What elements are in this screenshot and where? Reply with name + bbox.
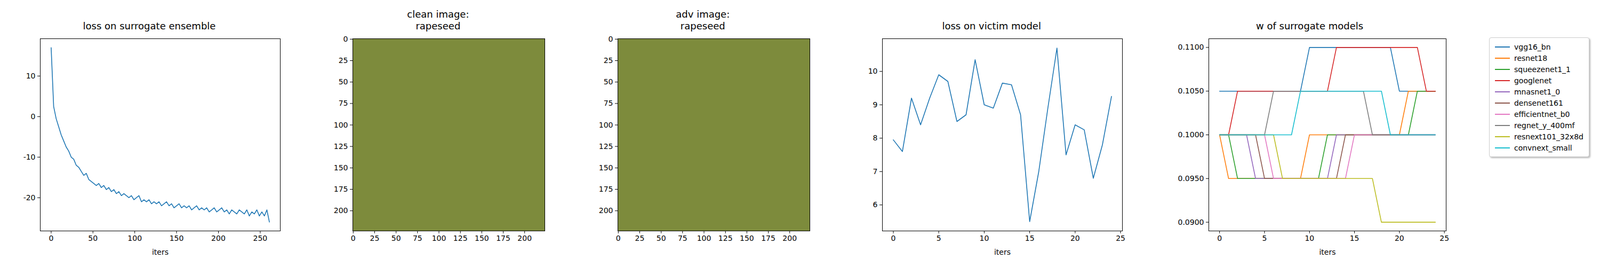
svg-text:5: 5 (936, 233, 942, 243)
html-text:clean image: rapeseed: clean image: rapeseed (407, 8, 470, 32)
svg-text:175: 175 (333, 184, 349, 194)
html-text:regnet_y_400mf: regnet_y_400mf (1514, 120, 1575, 130)
svg-text:0: 0 (30, 112, 36, 121)
svg-text:100: 100 (432, 233, 447, 243)
svg-text:75: 75 (338, 98, 349, 108)
html-text:resnext101_32x8d: resnext101_32x8d (1514, 132, 1584, 141)
svg-text:0.1100: 0.1100 (1177, 42, 1204, 52)
svg-text:75: 75 (412, 233, 423, 243)
svg-text:50: 50 (88, 233, 98, 243)
svg-text:-20: -20 (23, 193, 36, 202)
html-text:mnasnet1_0: mnasnet1_0 (1514, 87, 1561, 96)
svg-text:125: 125 (333, 141, 349, 151)
svg-text:0: 0 (350, 233, 356, 243)
svg-text:100: 100 (333, 120, 349, 129)
svg-text:0: 0 (1217, 233, 1222, 243)
svg-text:75: 75 (677, 233, 688, 243)
html-text:squeezenet1_1: squeezenet1_1 (1514, 64, 1571, 74)
html-text:loss on surrogate ensemble: loss on surrogate ensemble (82, 20, 216, 32)
svg-text:25: 25 (634, 233, 645, 243)
svg-text:125: 125 (453, 233, 468, 243)
html-text:googlenet: googlenet (1514, 76, 1552, 85)
svg-text:20: 20 (1070, 233, 1080, 243)
svg-text:200: 200 (782, 233, 797, 243)
svg-text:50: 50 (656, 233, 667, 243)
svg-text:7: 7 (873, 166, 878, 176)
svg-text:175: 175 (496, 233, 511, 243)
svg-text:0.0900: 0.0900 (1177, 217, 1204, 227)
svg-text:100: 100 (598, 120, 614, 129)
svg-text:iters: iters (152, 247, 169, 256)
html-text:adv image: rapeseed: adv image: rapeseed (675, 8, 730, 32)
svg-text:20: 20 (1394, 233, 1404, 243)
svg-text:0: 0 (343, 34, 349, 44)
svg-text:0.1050: 0.1050 (1177, 86, 1204, 95)
svg-text:iters: iters (1318, 247, 1336, 256)
svg-text:125: 125 (598, 141, 614, 151)
svg-text:25: 25 (1439, 233, 1450, 243)
svg-text:25: 25 (1115, 233, 1126, 243)
svg-text:200: 200 (598, 205, 614, 215)
svg-text:25: 25 (338, 56, 349, 65)
svg-text:10: 10 (1304, 233, 1315, 243)
svg-text:0: 0 (891, 233, 896, 243)
svg-text:250: 250 (253, 233, 268, 243)
html-text:loss on victim model: loss on victim model (942, 20, 1042, 32)
svg-text:10: 10 (868, 66, 878, 76)
svg-text:0: 0 (616, 233, 621, 243)
svg-text:0.1000: 0.1000 (1177, 130, 1204, 139)
svg-text:175: 175 (598, 184, 614, 194)
svg-text:0: 0 (48, 233, 54, 243)
svg-text:150: 150 (333, 163, 349, 172)
svg-text:50: 50 (603, 77, 613, 86)
svg-text:5: 5 (1261, 233, 1267, 243)
svg-text:9: 9 (873, 100, 878, 109)
svg-text:15: 15 (1025, 233, 1035, 243)
svg-text:50: 50 (338, 77, 349, 86)
svg-text:200: 200 (211, 233, 226, 243)
svg-text:25: 25 (370, 233, 380, 243)
svg-text:iters: iters (994, 247, 1011, 256)
svg-text:150: 150 (598, 163, 614, 172)
svg-text:100: 100 (696, 233, 711, 243)
svg-text:-10: -10 (23, 152, 36, 162)
svg-text:175: 175 (761, 233, 776, 243)
html-text:vgg16_bn: vgg16_bn (1514, 42, 1551, 51)
svg-text:50: 50 (391, 233, 402, 243)
svg-text:6: 6 (873, 200, 878, 209)
svg-text:8: 8 (873, 133, 878, 142)
svg-text:200: 200 (517, 233, 533, 243)
svg-text:10: 10 (26, 71, 36, 80)
svg-text:125: 125 (718, 233, 733, 243)
svg-text:100: 100 (127, 233, 142, 243)
svg-text:150: 150 (739, 233, 755, 243)
svg-text:150: 150 (474, 233, 490, 243)
svg-text:200: 200 (333, 205, 349, 215)
html-text:convnext_small: convnext_small (1514, 143, 1573, 152)
html-text:w of surrogate models: w of surrogate models (1256, 20, 1364, 32)
svg-text:10: 10 (979, 233, 990, 243)
svg-text:75: 75 (603, 98, 613, 108)
svg-text:0: 0 (608, 34, 613, 44)
html-text:resnet18: resnet18 (1514, 53, 1548, 63)
svg-text:25: 25 (603, 56, 613, 65)
svg-text:150: 150 (169, 233, 184, 243)
svg-text:0.0950: 0.0950 (1177, 173, 1204, 183)
html-text:densenet161: densenet161 (1514, 98, 1564, 107)
html-text:efficientnet_b0: efficientnet_b0 (1514, 109, 1570, 119)
svg-text:15: 15 (1349, 233, 1359, 243)
